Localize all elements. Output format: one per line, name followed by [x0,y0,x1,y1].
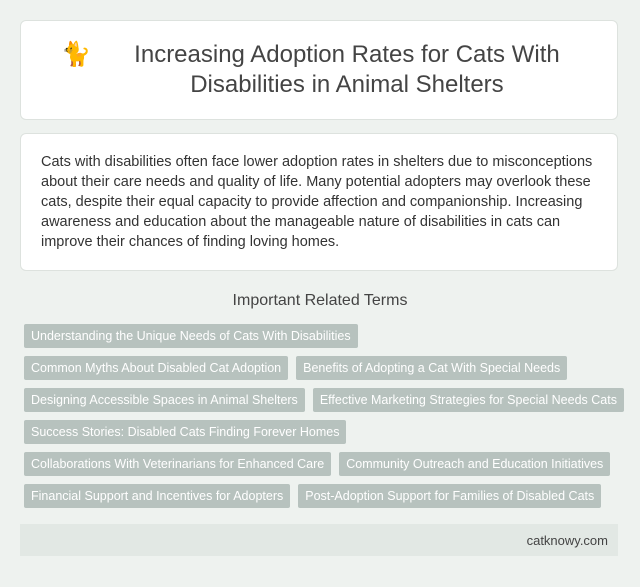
term-tag[interactable]: Common Myths About Disabled Cat Adoption [24,356,289,380]
page-title: Increasing Adoption Rates for Cats With … [134,41,560,98]
footer-site-link[interactable]: catknowy.com [526,532,608,548]
footer: catknowy.com [20,524,618,556]
title-row: 🐈 Increasing Adoption Rates for Cats Wit… [61,40,577,100]
term-tag[interactable]: Collaborations With Veterinarians for En… [24,452,332,476]
term-tag[interactable]: Post-Adoption Support for Families of Di… [298,484,602,508]
terms-heading: Important Related Terms [232,292,408,309]
terms-list: Understanding the Unique Needs of Cats W… [24,324,624,508]
cat-icon: 🐈 [61,40,91,68]
term-tag[interactable]: Community Outreach and Education Initiat… [339,452,611,476]
term-tag[interactable]: Effective Marketing Strategies for Speci… [312,388,624,412]
description-text: Cats with disabilities often face lower … [41,154,593,250]
term-tag[interactable]: Financial Support and Incentives for Ado… [24,484,291,508]
title-card: 🐈 Increasing Adoption Rates for Cats Wit… [20,20,618,120]
term-tag[interactable]: Benefits of Adopting a Cat With Special … [296,356,568,380]
term-tag[interactable]: Success Stories: Disabled Cats Finding F… [24,420,347,444]
description-card: Cats with disabilities often face lower … [20,133,618,271]
term-tag[interactable]: Understanding the Unique Needs of Cats W… [24,324,358,348]
term-tag[interactable]: Designing Accessible Spaces in Animal Sh… [24,388,305,412]
